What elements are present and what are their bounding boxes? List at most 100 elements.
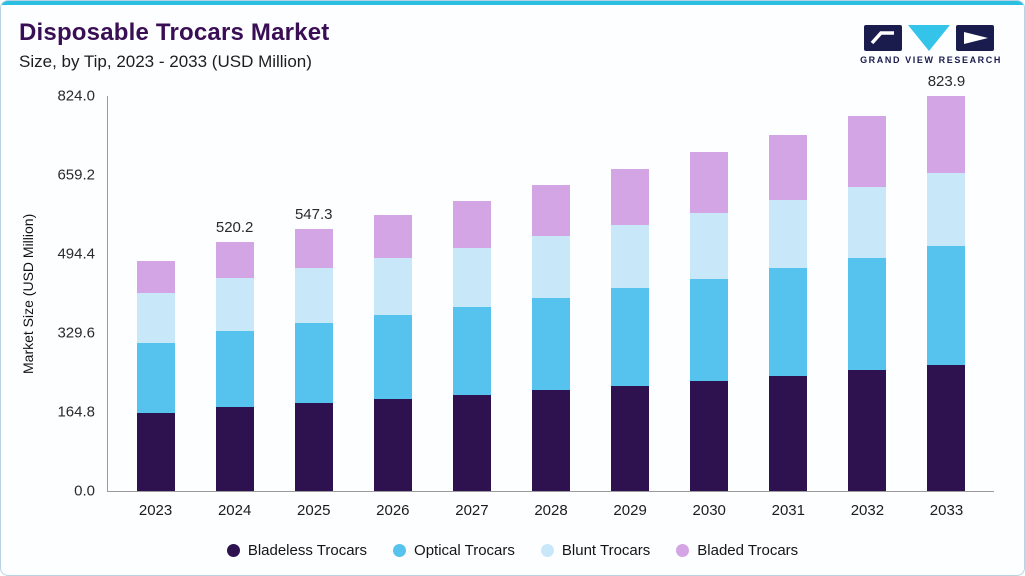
legend-label: Bladed Trocars	[697, 542, 799, 559]
bar-segment-bladed-trocars	[848, 116, 887, 188]
logo-glyphs-icon	[864, 25, 995, 51]
bar-segment-optical-trocars	[452, 306, 491, 395]
x-tick-label: 2032	[850, 502, 885, 519]
bar-segment-blunt-trocars	[690, 212, 729, 279]
bar-stack	[769, 134, 808, 491]
grand-view-research-logo: GRAND VIEW RESEARCH	[860, 25, 1002, 65]
bar-segment-blunt-trocars	[848, 187, 887, 258]
x-tick-label: 2029	[613, 502, 647, 519]
x-tick-label: 2023	[138, 502, 173, 519]
bar-segment-bladed-trocars	[136, 260, 175, 294]
bar-stack	[373, 214, 412, 491]
legend-dot-icon	[226, 544, 240, 557]
x-tick-label: 2033	[929, 502, 964, 519]
header-text: Disposable Trocars Market Size, by Tip, …	[19, 19, 329, 72]
bar-stack	[690, 152, 729, 491]
header: Disposable Trocars Market Size, by Tip, …	[1, 5, 1024, 72]
bar-stack	[532, 185, 571, 491]
legend-label: Blunt Trocars	[561, 542, 651, 559]
bar-stack	[611, 169, 650, 491]
bar-column-2027: 2027	[432, 96, 511, 519]
bar-segment-bladed-trocars	[215, 241, 254, 278]
bar-segment-optical-trocars	[690, 278, 729, 381]
bar-column-2030: 2030	[670, 96, 749, 519]
bar-segment-bladeless-trocars	[136, 412, 175, 491]
bar-stack	[215, 241, 254, 491]
bar-segment-blunt-trocars	[769, 200, 808, 269]
bar-stack	[927, 96, 966, 491]
x-tick-label: 2030	[692, 502, 726, 519]
bar-stack	[848, 116, 887, 491]
bar-stack	[452, 200, 491, 491]
bar-column-2033: 823.9 2033	[907, 73, 986, 519]
bar-column-2031: 2031	[749, 96, 828, 519]
bar-column-2032: 2032	[828, 96, 907, 519]
bar-segment-bladed-trocars	[532, 185, 571, 237]
bar-segment-optical-trocars	[294, 323, 333, 403]
y-axis-title: Market Size (USD Million)	[20, 213, 36, 374]
bar-segment-optical-trocars	[848, 257, 887, 371]
bar-segment-blunt-trocars	[373, 258, 412, 316]
bar-segment-bladeless-trocars	[690, 380, 729, 491]
bar-segment-blunt-trocars	[611, 225, 650, 289]
bars-row: 2023 520.2 2024 547.3 2025 2026 2027 2028 2029 20…	[116, 73, 986, 519]
legend-label: Optical Trocars	[414, 542, 515, 559]
logo-wordmark: GRAND VIEW RESEARCH	[860, 55, 1002, 65]
bar-segment-bladeless-trocars	[452, 394, 491, 491]
bar-segment-blunt-trocars	[927, 173, 966, 247]
y-tick-label: 329.6	[57, 324, 95, 342]
bar-segment-bladeless-trocars	[294, 402, 333, 491]
bar-segment-blunt-trocars	[215, 277, 254, 331]
plot-area: 2023 520.2 2024 547.3 2025 2026 2027 2028 2029 20…	[107, 73, 994, 519]
legend: Bladeless Trocars Optical Trocars Blunt Tr…	[1, 542, 1024, 559]
bar-column-2026: 2026	[353, 96, 432, 519]
x-tick-label: 2025	[297, 502, 331, 519]
bar-column-2023: 2023	[116, 96, 195, 519]
bar-segment-bladed-trocars	[611, 169, 650, 226]
bar-segment-bladed-trocars	[769, 134, 808, 201]
bar-segment-optical-trocars	[373, 315, 412, 399]
bar-column-2025: 547.3 2025	[274, 96, 353, 519]
legend-item: Bladed Trocars	[676, 542, 798, 559]
bar-column-2024: 520.2 2024	[195, 96, 274, 519]
bar-stack	[136, 260, 175, 491]
x-tick-label: 2024	[217, 502, 252, 519]
page-title: Disposable Trocars Market	[19, 19, 330, 46]
legend-item: Blunt Trocars	[540, 542, 651, 559]
legend-dot-icon	[393, 544, 407, 557]
bar-segment-optical-trocars	[215, 330, 254, 407]
x-tick-label: 2027	[455, 502, 489, 519]
bar-segment-bladed-trocars	[452, 200, 491, 248]
bar-segment-bladeless-trocars	[215, 406, 254, 491]
legend-item: Bladeless Trocars	[226, 542, 368, 559]
bar-segment-bladeless-trocars	[373, 398, 412, 491]
legend-dot-icon	[540, 544, 554, 557]
page-subtitle: Size, by Tip, 2023 - 2033 (USD Million)	[19, 52, 312, 71]
bar-segment-optical-trocars	[611, 288, 650, 386]
legend-dot-icon	[676, 544, 690, 557]
bar-column-2029: 2029	[591, 96, 670, 519]
bar-segment-blunt-trocars	[294, 268, 333, 324]
bar-segment-bladeless-trocars	[611, 385, 650, 491]
y-tick-label: 0.0	[74, 482, 95, 500]
bar-value-label: 823.9	[927, 73, 966, 90]
legend-item: Optical Trocars	[393, 542, 515, 559]
y-axis-ticks: 824.0 659.2 494.4 329.6 164.8 0.0	[41, 88, 107, 500]
chart-region: Market Size (USD Million) 824.0 659.2 494.…	[1, 73, 1024, 519]
bar-segment-bladeless-trocars	[927, 364, 966, 491]
x-tick-label: 2028	[534, 502, 568, 519]
bar-value-label: 547.3	[294, 205, 333, 223]
bar-segment-optical-trocars	[136, 342, 175, 413]
bar-segment-blunt-trocars	[452, 247, 491, 307]
bar-segment-blunt-trocars	[136, 293, 175, 343]
bar-column-2028: 2028	[511, 96, 590, 519]
x-tick-label: 2026	[376, 502, 410, 519]
bar-segment-bladed-trocars	[373, 214, 412, 259]
y-tick-label: 824.0	[57, 87, 95, 105]
bar-segment-bladed-trocars	[294, 228, 333, 269]
legend-label: Bladeless Trocars	[247, 542, 368, 559]
y-tick-label: 659.2	[57, 166, 95, 184]
bar-segment-bladed-trocars	[927, 96, 966, 174]
bar-segment-bladeless-trocars	[769, 375, 808, 491]
